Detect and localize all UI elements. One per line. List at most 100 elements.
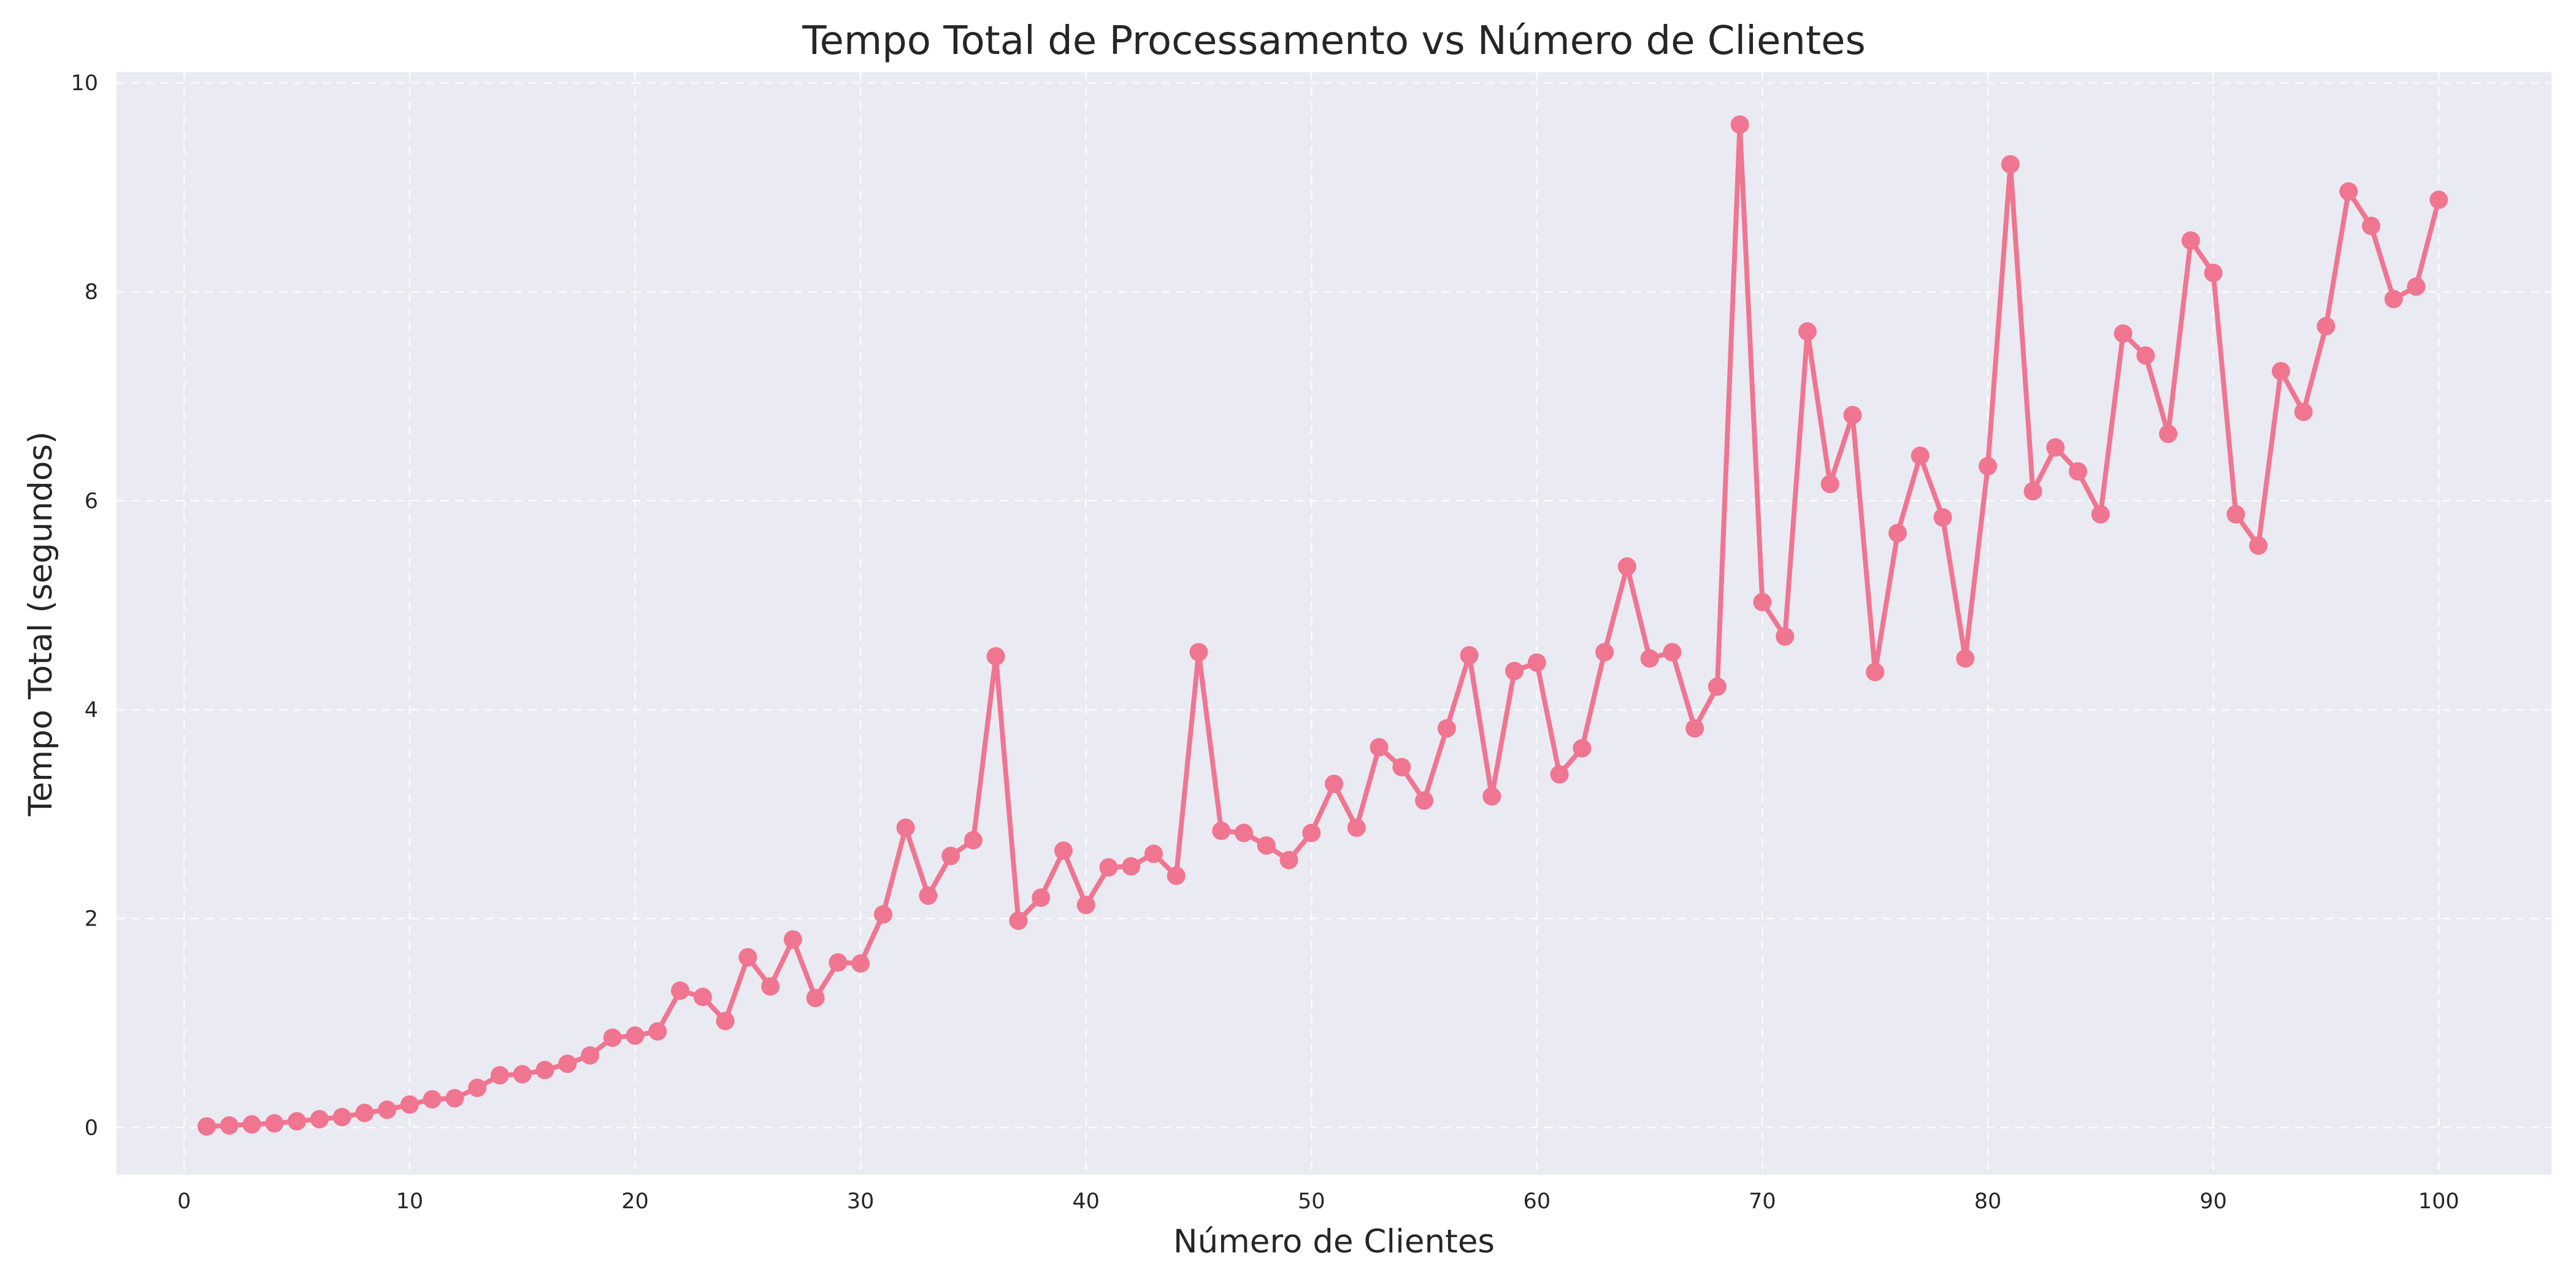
data-point bbox=[896, 818, 915, 837]
data-point bbox=[1956, 649, 1975, 668]
data-point bbox=[310, 1110, 329, 1129]
data-point bbox=[626, 1026, 645, 1045]
data-point bbox=[1550, 765, 1569, 784]
x-tick-label: 70 bbox=[1749, 1189, 1776, 1214]
data-point bbox=[1843, 405, 1862, 424]
data-point bbox=[693, 987, 712, 1006]
data-point bbox=[1708, 677, 1727, 696]
data-point bbox=[1032, 888, 1051, 907]
data-point bbox=[1437, 719, 1456, 738]
y-axis-label: Tempo Total (segundos) bbox=[22, 431, 59, 816]
grid bbox=[117, 72, 2551, 1175]
data-point bbox=[445, 1089, 464, 1108]
data-point bbox=[964, 830, 983, 849]
data-point bbox=[1302, 824, 1321, 843]
data-point bbox=[873, 905, 892, 924]
data-point bbox=[1099, 858, 1118, 877]
data-point bbox=[288, 1112, 307, 1131]
data-point bbox=[2339, 182, 2358, 201]
data-point bbox=[1798, 322, 1817, 341]
data-point bbox=[1460, 646, 1479, 665]
data-point bbox=[1325, 774, 1343, 793]
data-point bbox=[806, 989, 825, 1008]
data-point bbox=[513, 1065, 532, 1084]
data-point bbox=[783, 930, 802, 949]
data-point bbox=[1144, 845, 1163, 864]
x-tick-label: 40 bbox=[1072, 1189, 1100, 1214]
data-point bbox=[1392, 757, 1411, 776]
y-tick-label: 2 bbox=[85, 907, 98, 932]
data-point bbox=[2407, 277, 2426, 296]
data-point bbox=[1482, 787, 1501, 806]
data-point bbox=[2001, 155, 2020, 174]
data-point bbox=[1076, 895, 1095, 914]
data-point bbox=[919, 886, 938, 905]
x-tick-label: 60 bbox=[1524, 1189, 1551, 1214]
data-point bbox=[1505, 662, 1524, 681]
y-tick-label: 10 bbox=[71, 71, 98, 96]
x-tick-label: 80 bbox=[1974, 1189, 2002, 1214]
data-point bbox=[355, 1103, 374, 1122]
data-point bbox=[490, 1066, 509, 1085]
data-point bbox=[2159, 424, 2178, 443]
data-point bbox=[1820, 475, 1839, 494]
data-point bbox=[558, 1054, 577, 1073]
data-point bbox=[1189, 643, 1208, 662]
data-point bbox=[1663, 643, 1682, 662]
data-point bbox=[1573, 739, 1592, 758]
x-axis-label: Número de Clientes bbox=[1173, 1223, 1495, 1260]
data-point bbox=[378, 1100, 397, 1119]
data-point bbox=[1595, 643, 1614, 662]
y-axis-ticks: 0 2 4 6 8 10 bbox=[71, 71, 98, 1140]
data-point bbox=[1009, 911, 1028, 930]
x-tick-label: 20 bbox=[621, 1189, 649, 1214]
data-point bbox=[1753, 592, 1772, 611]
data-point bbox=[1730, 115, 1749, 134]
x-tick-label: 30 bbox=[847, 1189, 875, 1214]
data-point bbox=[1370, 738, 1389, 757]
x-tick-label: 10 bbox=[396, 1189, 424, 1214]
data-point bbox=[2249, 536, 2268, 555]
data-point bbox=[2226, 505, 2245, 524]
data-point bbox=[1640, 649, 1659, 668]
data-point bbox=[242, 1115, 261, 1134]
data-point bbox=[1257, 836, 1276, 855]
data-point bbox=[1122, 857, 1141, 876]
data-point bbox=[2429, 190, 2448, 209]
data-point bbox=[2204, 264, 2223, 283]
data-point bbox=[1617, 557, 1636, 576]
data-point bbox=[2294, 402, 2313, 421]
data-point bbox=[761, 977, 780, 996]
data-point bbox=[1212, 821, 1231, 840]
data-point bbox=[1776, 627, 1795, 646]
data-point bbox=[2361, 217, 2380, 236]
data-point bbox=[829, 953, 848, 972]
data-point bbox=[986, 647, 1005, 666]
y-tick-label: 8 bbox=[85, 280, 98, 305]
data-point bbox=[1933, 508, 1952, 527]
data-point bbox=[1279, 851, 1298, 870]
data-point bbox=[1888, 524, 1907, 543]
x-tick-label: 100 bbox=[2418, 1189, 2459, 1214]
data-point bbox=[1685, 719, 1704, 738]
x-tick-label: 50 bbox=[1298, 1189, 1325, 1214]
data-point bbox=[2384, 289, 2403, 309]
data-point bbox=[1347, 818, 1366, 837]
data-point bbox=[197, 1117, 217, 1136]
data-point bbox=[2091, 505, 2110, 524]
data-point bbox=[400, 1095, 419, 1114]
data-point bbox=[423, 1090, 442, 1109]
data-point bbox=[2317, 316, 2336, 335]
data-point bbox=[1167, 866, 1186, 885]
data-point bbox=[1979, 457, 1998, 476]
data-point bbox=[603, 1028, 622, 1047]
x-axis-ticks: 0 10 20 30 40 50 60 70 80 90 100 bbox=[177, 1189, 2459, 1214]
data-point bbox=[1866, 662, 1885, 681]
plot-area bbox=[117, 72, 2551, 1175]
data-point bbox=[2181, 231, 2200, 250]
data-point bbox=[716, 1011, 735, 1030]
data-point bbox=[1054, 841, 1073, 860]
series-group bbox=[197, 115, 2448, 1136]
data-point bbox=[468, 1078, 487, 1097]
